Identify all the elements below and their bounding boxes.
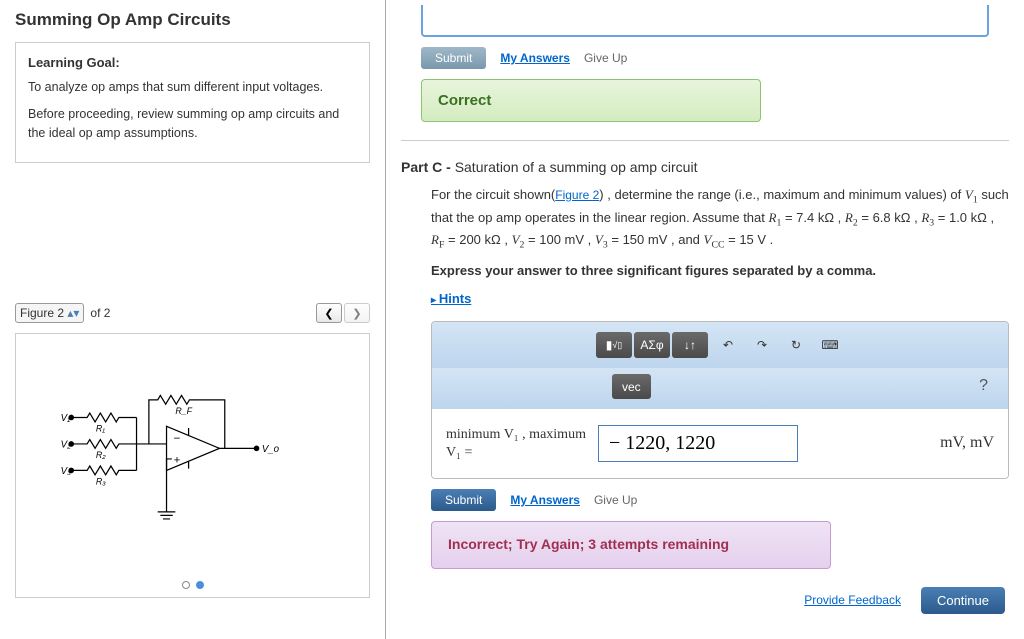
figure-nav-bar: Figure 2 ▴▾ of 2 ❮ ❯	[15, 303, 370, 323]
incorrect-feedback: Incorrect; Try Again; 3 attempts remaini…	[431, 521, 831, 569]
submit-button-top[interactable]: Submit	[421, 47, 486, 69]
hints-toggle[interactable]: Hints	[431, 291, 471, 306]
answer-unit: mV, mV	[940, 431, 994, 456]
correct-feedback: Correct	[421, 79, 761, 122]
svg-text:−: −	[173, 433, 180, 445]
figure-prev-button[interactable]: ❮	[316, 303, 342, 323]
answer-input[interactable]	[598, 425, 798, 462]
answer-input-box: ▮√▯ ΑΣφ ↓↑ ↶ ↷ ↻ ⌨ vec ? minimum V₁ , ma…	[431, 321, 1009, 479]
part-c-instruction: Express your answer to three significant…	[431, 261, 1009, 281]
dot-2[interactable]	[196, 581, 204, 589]
equation-toolbar: ▮√▯ ΑΣφ ↓↑ ↶ ↷ ↻ ⌨	[432, 322, 1008, 368]
provide-feedback-link[interactable]: Provide Feedback	[804, 591, 901, 610]
dot-1[interactable]	[182, 581, 190, 589]
circuit-diagram: V₁ R₁ V₂ R₂ V₃ R₃ − + V_o R_F	[43, 391, 343, 541]
figure-count: of 2	[90, 306, 110, 320]
svg-text:V_o: V_o	[261, 444, 279, 455]
learning-goal-text-1: To analyze op amps that sum different in…	[28, 78, 357, 97]
updown-button[interactable]: ↓↑	[672, 332, 708, 358]
reset-button[interactable]: ↻	[782, 332, 810, 358]
part-c-question: For the circuit shown(Figure 2) , determ…	[431, 185, 1009, 253]
figure-next-button[interactable]: ❯	[344, 303, 370, 323]
keyboard-button[interactable]: ⌨	[816, 332, 844, 358]
page-title: Summing Op Amp Circuits	[15, 10, 370, 30]
svg-text:V₂: V₂	[60, 439, 70, 450]
greek-button[interactable]: ΑΣφ	[634, 332, 670, 358]
continue-button[interactable]: Continue	[921, 587, 1005, 614]
vec-button[interactable]: vec	[612, 374, 651, 399]
figure-display: V₁ R₁ V₂ R₂ V₃ R₃ − + V_o R_F	[15, 333, 370, 598]
svg-text:+: +	[173, 454, 180, 466]
redo-button[interactable]: ↷	[748, 332, 776, 358]
svg-text:R₃: R₃	[95, 476, 105, 486]
figure-page-dots	[182, 581, 204, 589]
give-up-partc[interactable]: Give Up	[594, 491, 637, 510]
divider	[401, 140, 1009, 141]
submit-button-partc[interactable]: Submit	[431, 489, 496, 511]
give-up-top[interactable]: Give Up	[584, 51, 627, 65]
learning-goal-text-2: Before proceeding, review summing op amp…	[28, 105, 357, 143]
help-icon[interactable]: ?	[979, 374, 996, 399]
previous-answer-box	[421, 5, 989, 37]
learning-goal-box: Learning Goal: To analyze op amps that s…	[15, 42, 370, 163]
figure-2-link[interactable]: Figure 2	[555, 188, 599, 202]
svg-text:R_F: R_F	[175, 406, 192, 416]
svg-text:V₁: V₁	[60, 413, 70, 424]
my-answers-link-partc[interactable]: My Answers	[510, 491, 580, 510]
part-c-content: For the circuit shown(Figure 2) , determ…	[431, 185, 1009, 614]
answer-label: minimum V₁ , maximum V₁ =	[446, 426, 586, 462]
svg-text:V₃: V₃	[60, 466, 70, 477]
template-button[interactable]: ▮√▯	[596, 332, 632, 358]
learning-goal-heading: Learning Goal:	[28, 55, 357, 70]
undo-button[interactable]: ↶	[714, 332, 742, 358]
svg-text:R₂: R₂	[95, 450, 105, 460]
right-panel: Submit My Answers Give Up Correct Part C…	[386, 0, 1024, 639]
figure-selector[interactable]: Figure 2 ▴▾	[15, 303, 84, 323]
left-panel: Summing Op Amp Circuits Learning Goal: T…	[0, 0, 386, 639]
my-answers-link-top[interactable]: My Answers	[500, 51, 570, 65]
part-c-header: Part C - Saturation of a summing op amp …	[401, 159, 1009, 175]
svg-text:R₁: R₁	[95, 423, 104, 433]
